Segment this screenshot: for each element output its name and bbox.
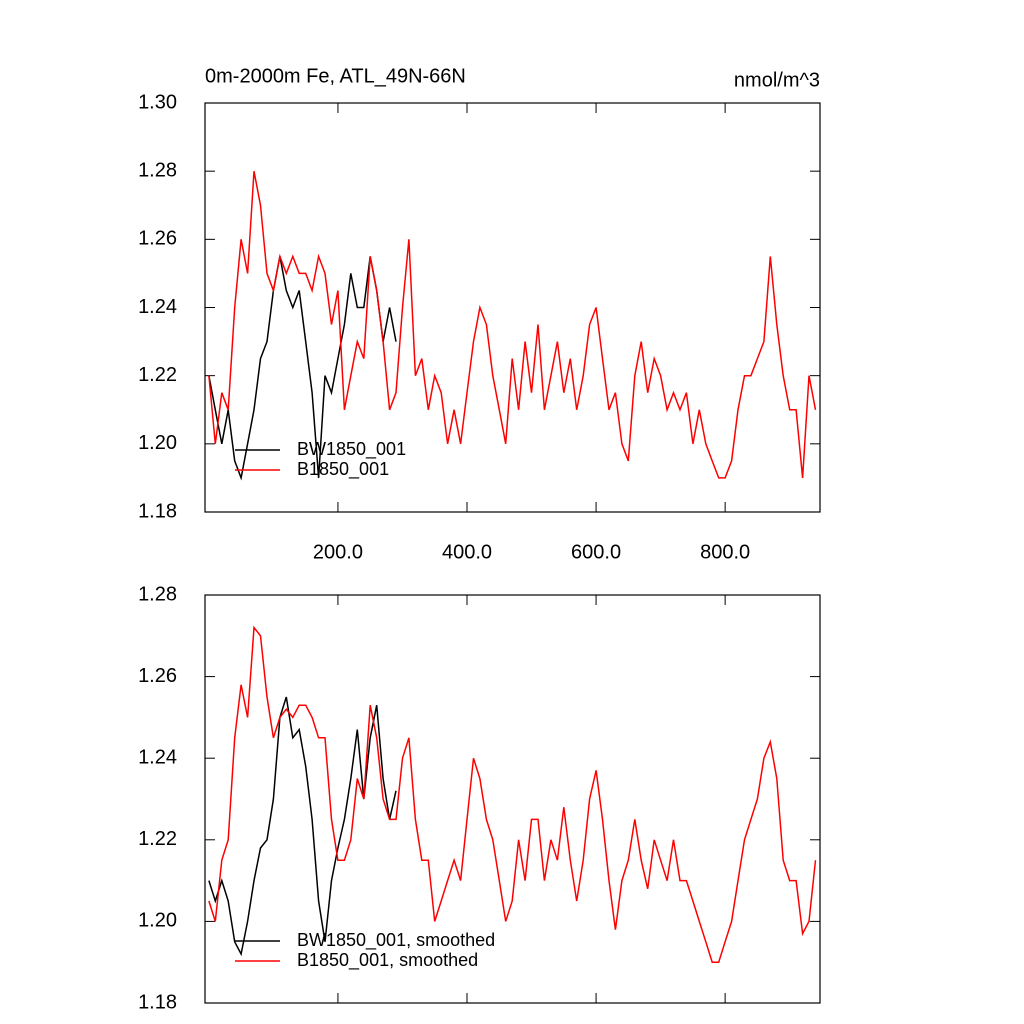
y-tick-label: 1.22 bbox=[138, 364, 177, 386]
data-line bbox=[208, 625, 817, 963]
y-tick-label: 1.24 bbox=[138, 296, 177, 318]
x-tick-label: 200.0 bbox=[313, 541, 363, 563]
y-tick-label: 1.22 bbox=[138, 828, 177, 850]
legend-label: B1850_001 bbox=[297, 459, 389, 480]
y-tick-label: 1.24 bbox=[138, 746, 177, 768]
y-tick-label: 1.20 bbox=[138, 432, 177, 454]
y-tick-label: 1.30 bbox=[138, 91, 177, 113]
y-tick-label: 1.18 bbox=[138, 991, 177, 1013]
y-tick-label: 1.18 bbox=[138, 500, 177, 522]
y-tick-label: 1.28 bbox=[138, 159, 177, 181]
x-tick-label: 400.0 bbox=[442, 541, 492, 563]
x-tick-label: 800.0 bbox=[700, 541, 750, 563]
chart-title: 0m-2000m Fe, ATL_49N-66N bbox=[205, 65, 466, 87]
data-line bbox=[208, 256, 397, 481]
units-label: nmol/m^3 bbox=[734, 69, 820, 91]
legend-label: BW1850_001 bbox=[297, 439, 406, 460]
x-tick-label: 600.0 bbox=[571, 541, 621, 563]
legend-label: BW1850_001, smoothed bbox=[297, 930, 495, 951]
data-line bbox=[208, 171, 817, 479]
legend-label: B1850_001, smoothed bbox=[297, 950, 478, 971]
plot-frame bbox=[204, 594, 821, 1004]
y-tick-label: 1.20 bbox=[138, 910, 177, 932]
y-tick-label: 1.26 bbox=[138, 665, 177, 687]
y-tick-label: 1.28 bbox=[138, 583, 177, 605]
y-tick-label: 1.26 bbox=[138, 228, 177, 250]
